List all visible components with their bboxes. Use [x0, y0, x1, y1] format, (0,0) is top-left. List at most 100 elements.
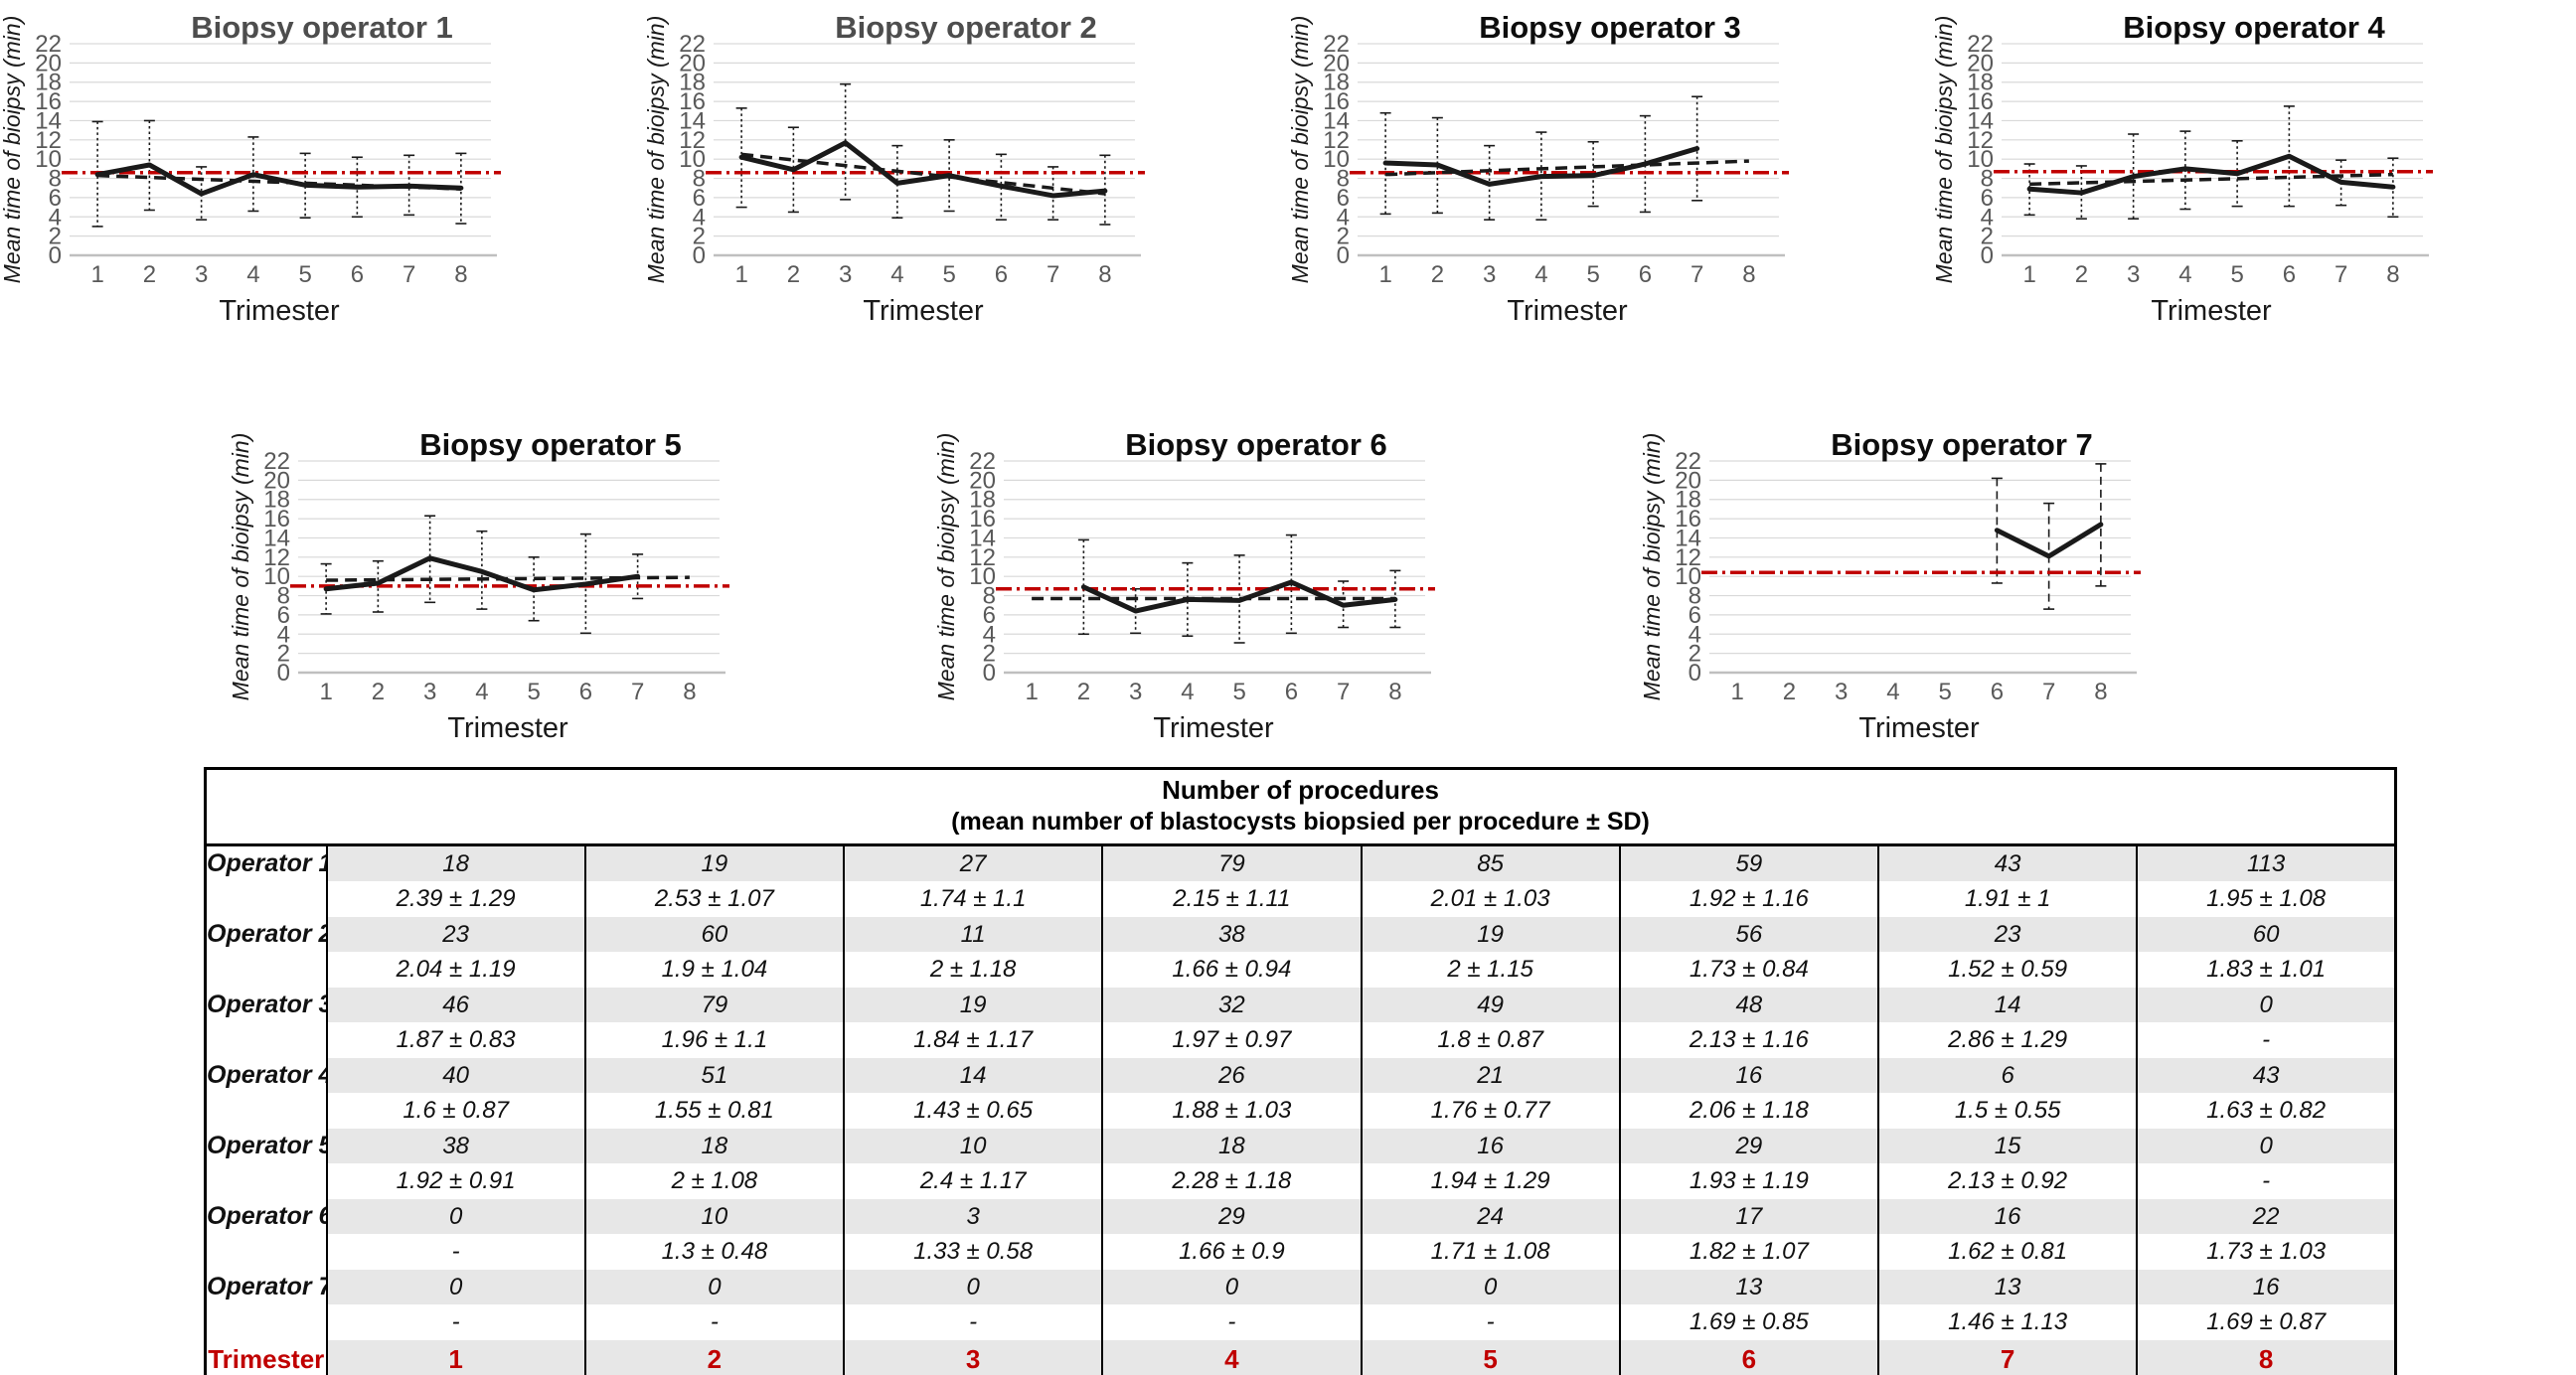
count-cell: 43 — [1876, 844, 2138, 881]
x-tick-label: 1 — [734, 261, 747, 288]
x-tick-label: 6 — [1639, 261, 1652, 288]
mean-sd-cell: 1.46 ± 1.13 — [1876, 1304, 2138, 1340]
y-tick-label: 14 — [679, 107, 706, 134]
x-tick-label: 1 — [2022, 261, 2035, 288]
y-axis-label: Mean time of bioipsy (min) — [644, 16, 669, 284]
trimester-number-cell: 5 — [1360, 1340, 1620, 1375]
x-tick-label: 7 — [631, 679, 644, 705]
y-tick-label: 12 — [969, 544, 996, 571]
mean-sd-cell: 1.55 ± 0.81 — [583, 1093, 844, 1129]
table-row-counts: Operator 6 0 10 3 29 24 17 16 22 — [205, 1199, 2396, 1234]
y-tick-label: 12 — [1967, 127, 1994, 154]
procedures-table-wrap: Number of procedures (mean number of bla… — [204, 767, 2397, 1375]
y-axis-label: Mean time of bioipsy (min) — [1640, 433, 1665, 701]
y-tick-label: 6 — [693, 185, 706, 212]
mean-sd-cell: 1.33 ± 0.58 — [842, 1234, 1103, 1270]
y-tick-label: 22 — [679, 31, 706, 58]
y-axis-label: Mean time of bioipsy (min) — [1288, 16, 1313, 284]
count-cell: 79 — [583, 988, 844, 1022]
mean-sd-cell: 2.39 ± 1.29 — [325, 881, 585, 917]
operator-label: Operator 5 — [205, 1129, 327, 1163]
count-cell: 16 — [1876, 1199, 2138, 1234]
count-cell: 0 — [583, 1270, 844, 1304]
table-row-counts: Operator 4 40 51 14 26 21 16 6 43 — [205, 1058, 2396, 1093]
mean-sd-cell: 1.3 ± 0.48 — [583, 1234, 844, 1270]
y-tick-label: 6 — [277, 602, 290, 629]
y-tick-label: 12 — [1675, 544, 1701, 571]
x-tick-label: 2 — [1431, 261, 1444, 288]
count-cell: 113 — [2136, 844, 2396, 881]
x-tick-label: 7 — [1690, 261, 1703, 288]
operator-label-spacer — [205, 1022, 327, 1058]
y-tick-label: 22 — [1967, 31, 1994, 58]
y-tick-label: 12 — [679, 127, 706, 154]
x-tick-label: 1 — [1025, 679, 1038, 705]
x-axis-label: Trimester — [2151, 295, 2272, 327]
procedures-table: Number of procedures (mean number of bla… — [204, 767, 2397, 1375]
count-cell: 56 — [1618, 917, 1878, 952]
count-cell: 0 — [2136, 1129, 2396, 1163]
y-tick-label: 2 — [1689, 641, 1701, 668]
mean-sd-cell: - — [2136, 1163, 2396, 1199]
x-tick-label: 3 — [839, 261, 852, 288]
count-cell: 23 — [325, 917, 585, 952]
count-cell: 46 — [325, 988, 585, 1022]
y-tick-label: 10 — [969, 563, 996, 590]
mean-sd-cell: 1.92 ± 0.91 — [325, 1163, 585, 1199]
mean-sd-cell: 2.28 ± 1.18 — [1101, 1163, 1362, 1199]
mean-sd-cell: 1.63 ± 0.82 — [2136, 1093, 2396, 1129]
y-tick-label: 8 — [1337, 166, 1350, 193]
x-tick-label: 6 — [579, 679, 592, 705]
y-tick-label: 6 — [1981, 185, 1994, 212]
y-tick-label: 10 — [1323, 146, 1350, 173]
count-cell: 59 — [1618, 844, 1878, 881]
mean-line — [1382, 146, 1700, 187]
mean-sd-cell: - — [583, 1304, 844, 1340]
x-tick-label: 2 — [1077, 679, 1090, 705]
mean-sd-cell: - — [1360, 1304, 1620, 1340]
count-cell: 14 — [842, 1058, 1103, 1093]
operator-label: Operator 1 — [205, 844, 327, 881]
chart-biopsy-operator-2: 0 2 4 6 8 10 12 14 16 18 20 22 1 2 3 4 5 6 7 8 Trimester Mean… — [644, 0, 1288, 380]
y-tick-label: 0 — [1337, 242, 1350, 269]
x-tick-label: 3 — [1483, 261, 1496, 288]
mean-sd-cell: 1.8 ± 0.87 — [1360, 1022, 1620, 1058]
count-cell: 22 — [2136, 1199, 2396, 1234]
table-row-means: 1.92 ± 0.91 2 ± 1.08 2.4 ± 1.17 2.28 ± 1.18… — [205, 1163, 2396, 1199]
mean-sd-cell: 2.53 ± 1.07 — [583, 881, 844, 917]
y-tick-label: 14 — [35, 107, 62, 134]
count-cell: 23 — [1876, 917, 2138, 952]
count-cell: 18 — [583, 1129, 844, 1163]
count-cell: 16 — [2136, 1270, 2396, 1304]
mean-sd-cell: 1.62 ± 0.81 — [1876, 1234, 2138, 1270]
count-cell: 0 — [842, 1270, 1103, 1304]
x-tick-label: 6 — [1285, 679, 1298, 705]
y-tick-label: 18 — [679, 70, 706, 96]
mean-sd-cell: 1.5 ± 0.55 — [1876, 1093, 2138, 1129]
count-cell: 0 — [325, 1270, 585, 1304]
count-cell: 19 — [842, 988, 1103, 1022]
count-cell: 48 — [1618, 988, 1878, 1022]
mean-sd-cell: 1.94 ± 1.29 — [1360, 1163, 1620, 1199]
trimester-number-cell: 6 — [1618, 1340, 1878, 1375]
x-tick-label: 8 — [1388, 679, 1401, 705]
x-tick-label: 3 — [1129, 679, 1142, 705]
mean-sd-cell: 2 ± 1.08 — [583, 1163, 844, 1199]
x-tick-label: 1 — [1378, 261, 1391, 288]
table-row-means: 1.87 ± 0.83 1.96 ± 1.1 1.84 ± 1.17 1.97 ± 0… — [205, 1022, 2396, 1058]
count-cell: 38 — [1101, 917, 1362, 952]
mean-sd-cell: 1.66 ± 0.94 — [1101, 952, 1362, 988]
mean-sd-cell: 1.82 ± 1.07 — [1618, 1234, 1878, 1270]
operator-label: Operator 6 — [205, 1199, 327, 1234]
count-cell: 60 — [2136, 917, 2396, 952]
mean-line — [2026, 153, 2396, 196]
y-tick-label: 10 — [263, 563, 290, 590]
mean-sd-cell: 1.95 ± 1.08 — [2136, 881, 2396, 917]
y-tick-label: 2 — [693, 224, 706, 250]
chart-biopsy-operator-5: 0 2 4 6 8 10 12 14 16 18 20 22 1 2 3 4 5 6 7 8 Trimester Mean… — [229, 417, 873, 797]
count-cell: 18 — [1101, 1129, 1362, 1163]
mean-line — [94, 162, 464, 197]
